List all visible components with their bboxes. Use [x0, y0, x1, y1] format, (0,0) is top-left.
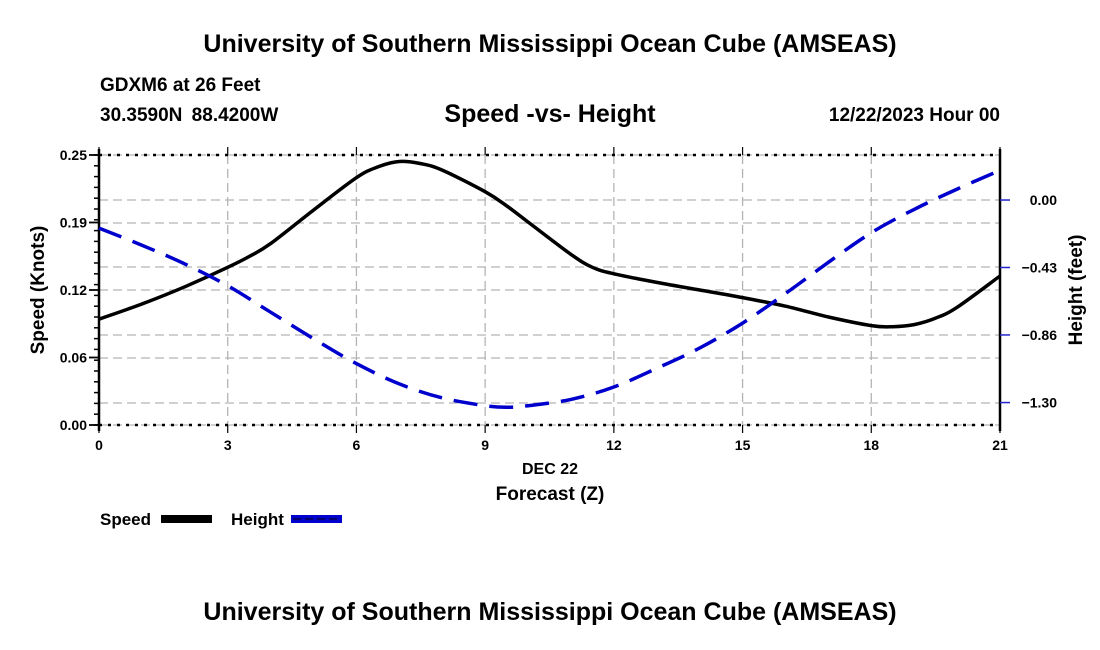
- x-axis-title: Forecast (Z): [496, 484, 605, 505]
- datetime-label: 12/22/2023 Hour 00: [828, 105, 1000, 126]
- x-tick-label: 9: [481, 437, 489, 453]
- y2-tick-label: −0.86: [1022, 327, 1058, 343]
- y2-tick-label: −1.30: [1022, 395, 1058, 411]
- series-line-speed: [98, 159, 1002, 329]
- y-tick-label: 0.00: [60, 417, 87, 433]
- chart-header-title: University of Southern Mississippi Ocean…: [203, 30, 897, 58]
- chart-footer-title: University of Southern Mississippi Ocean…: [203, 598, 897, 626]
- legend: Speed Height: [100, 510, 342, 529]
- y-tick-label: 0.19: [60, 215, 87, 231]
- x-tick-label: 3: [224, 437, 232, 453]
- series-group: [98, 159, 1002, 409]
- coordinates-label: 30.3590N 88.4200W: [100, 105, 279, 126]
- legend-swatch-height: [291, 515, 342, 523]
- y2-tick-label: 0.00: [1030, 192, 1057, 208]
- x-axis-date-label: DEC 22: [522, 461, 578, 478]
- x-tick-label: 21: [992, 437, 1008, 453]
- x-tick-label: 15: [735, 437, 751, 453]
- legend-swatch-speed: [161, 515, 212, 523]
- y-tick-label: 0.25: [60, 147, 87, 163]
- legend-label-height: Height: [231, 510, 284, 529]
- y-tick-label: 0.06: [60, 350, 87, 366]
- y-tick-label: 0.12: [60, 282, 87, 298]
- x-tick-label: 18: [863, 437, 879, 453]
- legend-label-speed: Speed: [100, 510, 151, 529]
- x-tick-label: 6: [353, 437, 361, 453]
- y2-tick-label: −0.43: [1022, 259, 1058, 275]
- chart-title: Speed -vs- Height: [444, 100, 656, 128]
- y2-axis-title: Height (feet): [1066, 235, 1087, 346]
- grid: [99, 154, 1000, 426]
- axes: 0.00 0.06 0.12 0.19 0.25 0.00 −0.43 −0.86 −1.30 0…: [60, 147, 1057, 453]
- x-tick-label: 0: [95, 437, 103, 453]
- x-tick-label: 12: [606, 437, 622, 453]
- y-axis-title: Speed (Knots): [28, 226, 49, 355]
- station-label: GDXM6 at 26 Feet: [100, 75, 261, 96]
- series-line-height: [98, 168, 1001, 409]
